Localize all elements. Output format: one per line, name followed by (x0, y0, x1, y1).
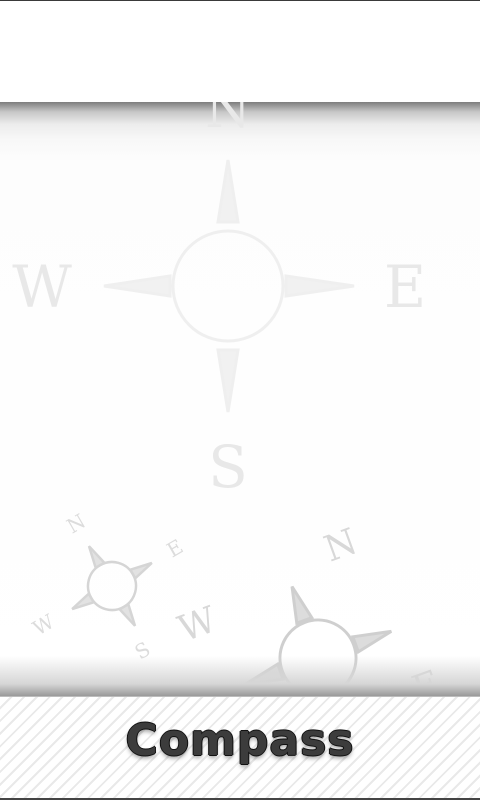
watermark-small-right-n: N (319, 521, 363, 570)
watermark-large-e: E (384, 253, 426, 321)
large-compass-rose-icon (103, 159, 355, 413)
watermark-small-right-e: E (407, 663, 446, 696)
compass-view[interactable]: N W E S N E W S N W (0, 102, 480, 696)
app-title: Compass (125, 715, 355, 766)
compass-watermark-art: N W E S N E W S N W (12, 102, 446, 696)
partial-compass-rose-icon (243, 585, 393, 696)
watermark-large-w: W (12, 253, 72, 321)
watermark-small-left-s: S (131, 637, 155, 665)
footer-banner: Compass (0, 696, 480, 800)
watermark-small-right-w: W (173, 599, 222, 650)
top-bar (0, 0, 480, 102)
watermark-small-left-n: N (63, 509, 90, 539)
watermark-small-left-e: E (163, 534, 188, 562)
watermark-large-s: S (208, 433, 248, 501)
small-compass-rose-icon (71, 545, 153, 627)
watermark-large-n: N (205, 102, 251, 140)
watermark-small-left-w: W (29, 609, 59, 640)
